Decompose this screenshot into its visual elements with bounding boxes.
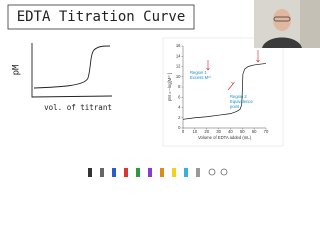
region-label: Equivalence [230,99,253,104]
face [273,9,291,31]
figure: 0 2 4 6 8 10 12 14 16 0 10 20 30 40 50 60 70 Volume of ED… [167,33,280,140]
y-tick-label: 16 [176,43,181,48]
sketch-axes [31,43,113,98]
y-tick-label: 14 [176,53,181,58]
figure-x-label: Volume of EDTA added (mL) [198,135,252,140]
y-tick-label: 6 [178,94,181,99]
y-tick-label: 0 [178,125,181,130]
region-label: Excess M²⁺ [190,75,212,80]
webcam-bg [300,0,320,48]
x-tick-label: 50 [240,129,245,134]
x-tick-label: 70 [264,129,269,134]
axes [182,46,266,129]
arrow [256,50,260,63]
screen: EDTA Titration Curve pM vol. of titrant … [7,0,320,177]
shoulders [262,37,302,48]
x-tick-label: 10 [193,129,198,134]
y-tick-label: 8 [178,84,181,89]
sketch-curve [33,45,111,89]
y-tick-label: 2 [178,115,181,120]
glasses [273,16,291,22]
x-tick-label: 20 [204,129,209,134]
whiteboard: EDTA Titration Curve pM vol. of titrant … [7,0,320,177]
titration-curve [182,63,267,120]
region-label: Region 1 [190,70,207,75]
y-tick-label: 10 [176,74,181,79]
title: EDTA Titration Curve [17,9,186,25]
arrow [227,81,235,91]
x-tick-label: 0 [182,129,185,134]
y-tick-label: 12 [176,64,181,69]
x-tick-label: 30 [216,129,221,134]
toolbar[interactable] [88,168,228,177]
figure-y-label: pM = −log[M²⁺] [167,73,172,101]
sketch-x-label: vol. of titrant [44,103,112,112]
title-box [7,4,195,30]
region-label: Region 2 [230,94,247,99]
sketch-y-label: pM [12,64,22,75]
y-tick-label: 4 [178,105,181,110]
region-label: point [230,104,240,109]
arrow [206,60,210,71]
x-tick-label: 60 [252,129,257,134]
x-tick-label: 40 [228,129,233,134]
